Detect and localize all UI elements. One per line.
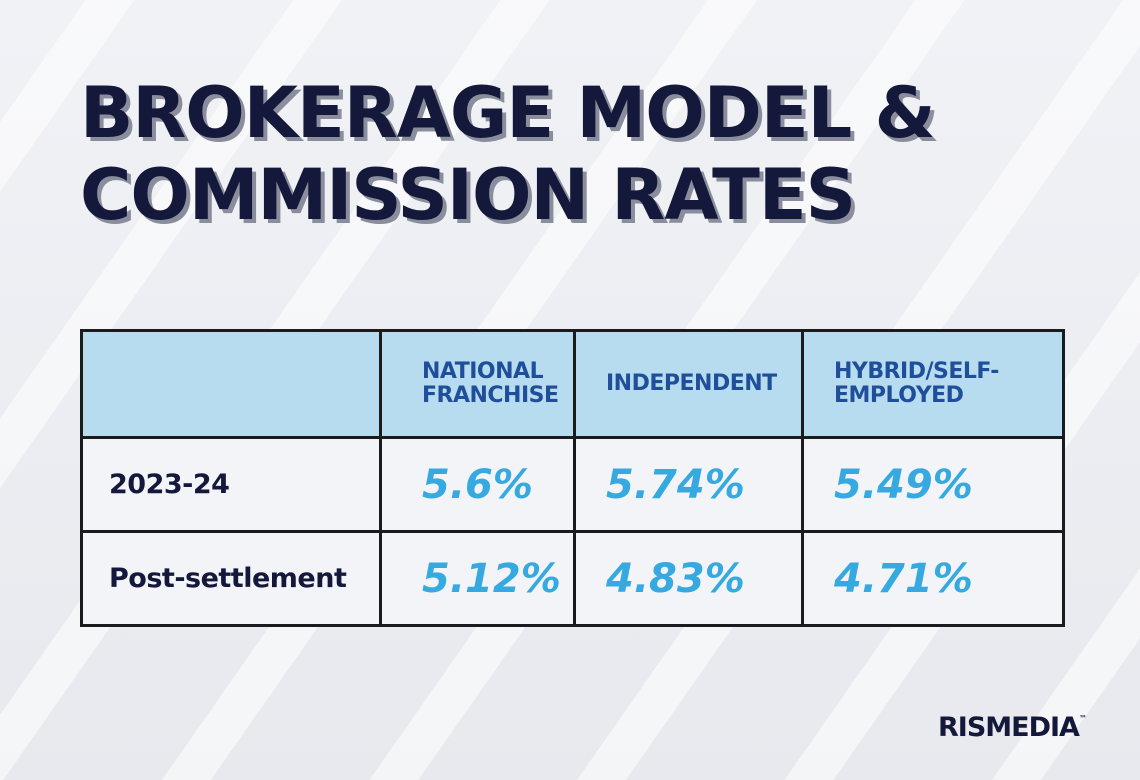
header-hybrid-line-2: EMPLOYED xyxy=(834,383,964,408)
table-row: 2023-24 5.6% 5.74% 5.49% xyxy=(80,436,1065,533)
trademark-mark: ™ xyxy=(1078,714,1087,723)
header-independent: INDEPENDENT xyxy=(573,329,804,439)
commission-rates-table: NATIONAL FRANCHISE INDEPENDENT HYBRID/SE… xyxy=(80,329,1065,627)
table-row: Post-settlement 5.12% 4.83% 4.71% xyxy=(80,530,1065,627)
page-title: BROKERAGE MODEL & COMMISSION RATES xyxy=(80,72,936,236)
value-2023-24-national-franchise: 5.6% xyxy=(379,436,576,533)
value-2023-24-hybrid: 5.49% xyxy=(801,436,1065,533)
row-label-post-settlement: Post-settlement xyxy=(80,530,382,627)
value-post-settlement-independent: 4.83% xyxy=(573,530,804,627)
title-line-1: BROKERAGE MODEL & xyxy=(80,72,936,154)
brand-name: RISMEDIA xyxy=(938,712,1080,743)
value-post-settlement-hybrid: 4.71% xyxy=(801,530,1065,627)
header-national-franchise: NATIONAL FRANCHISE xyxy=(379,329,576,439)
value-2023-24-independent: 5.74% xyxy=(573,436,804,533)
value-post-settlement-national-franchise: 5.12% xyxy=(379,530,576,627)
header-national-franchise-line-1: NATIONAL xyxy=(422,359,544,384)
header-national-franchise-line-2: FRANCHISE xyxy=(422,383,559,408)
header-hybrid-line-1: HYBRID/SELF- xyxy=(834,359,999,384)
rismedia-logo: RISMEDIA™ xyxy=(938,712,1087,743)
header-hybrid-self-employed: HYBRID/SELF- EMPLOYED xyxy=(801,329,1065,439)
table-header-row: NATIONAL FRANCHISE INDEPENDENT HYBRID/SE… xyxy=(80,329,1065,439)
header-independent-label: INDEPENDENT xyxy=(606,371,777,396)
header-empty-cell xyxy=(80,329,382,439)
row-label-2023-24: 2023-24 xyxy=(80,436,382,533)
title-line-2: COMMISSION RATES xyxy=(80,154,856,236)
